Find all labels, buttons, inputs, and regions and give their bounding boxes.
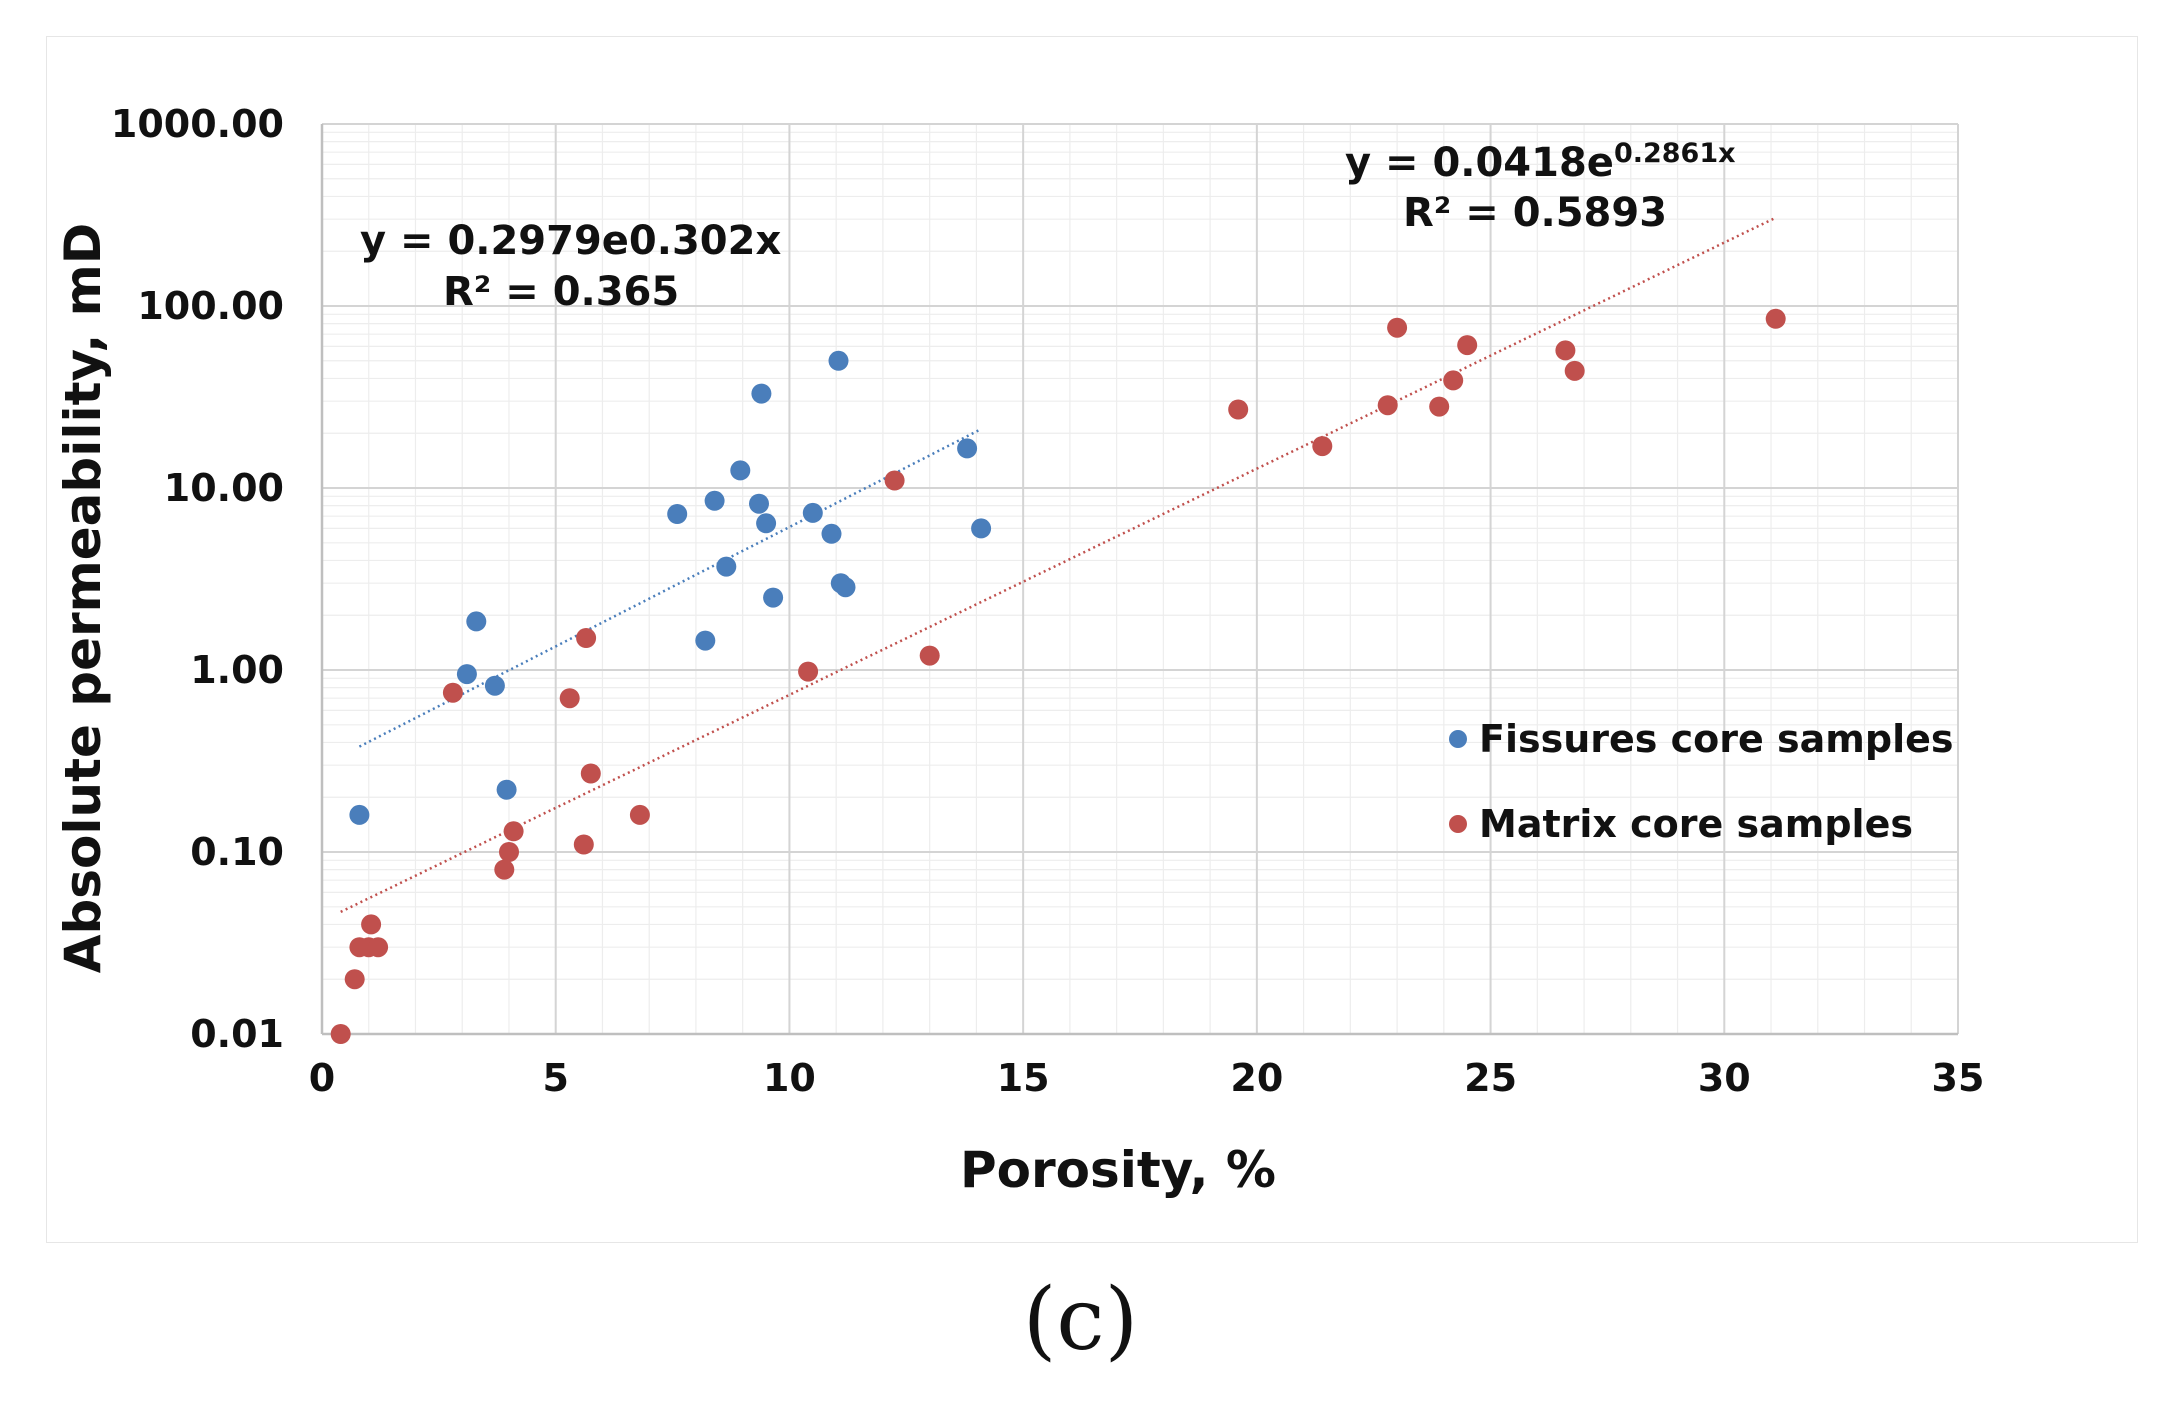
matrix-point <box>798 661 819 682</box>
matrix-trend-equation-exponent: 0.2861x <box>1614 138 1736 169</box>
fissures-point <box>667 504 688 524</box>
matrix-point <box>368 937 389 958</box>
fissures-point <box>957 438 978 459</box>
matrix-trend-equation-base: y = 0.0418e <box>1345 140 1614 186</box>
fissures-point <box>751 383 772 404</box>
legend-label-matrix: Matrix core samples <box>1479 802 1913 846</box>
fissures-point <box>730 460 751 481</box>
x-tick-label: 25 <box>1464 1056 1517 1100</box>
fissures-trend-r2: R² = 0.365 <box>443 269 679 315</box>
x-tick-label: 30 <box>1698 1056 1751 1100</box>
matrix-point <box>1564 360 1585 381</box>
x-tick-label: 10 <box>763 1056 816 1100</box>
x-tick-label: 15 <box>997 1056 1050 1100</box>
fissures-point <box>828 350 849 371</box>
fissures-point <box>821 523 842 544</box>
x-tick-label: 35 <box>1932 1056 1985 1100</box>
matrix-point <box>559 688 580 709</box>
fissures-point <box>763 587 784 608</box>
legend-marker-fissures <box>1449 730 1467 748</box>
fissures-point <box>466 611 487 632</box>
y-tick-label: 1000.00 <box>111 102 284 146</box>
matrix-point <box>580 763 601 784</box>
legend-label-fissures: Fissures core samples <box>1479 717 1953 761</box>
matrix-point <box>1457 335 1478 356</box>
matrix-point <box>629 804 650 825</box>
y-tick-label: 0.01 <box>190 1012 284 1056</box>
y-tick-label: 0.10 <box>190 830 284 874</box>
matrix-trendline <box>340 216 1777 914</box>
y-tick-label: 1.00 <box>190 648 284 692</box>
matrix-point <box>494 859 515 880</box>
matrix-point <box>1429 396 1450 417</box>
matrix-point <box>1377 395 1398 416</box>
matrix-point <box>503 821 524 842</box>
matrix-point <box>1765 308 1786 329</box>
x-tick-label: 0 <box>309 1056 335 1100</box>
matrix-trend-r2: R² = 0.5893 <box>1403 190 1667 236</box>
matrix-point <box>442 682 463 703</box>
matrix-point <box>573 834 594 855</box>
matrix-point <box>576 628 597 648</box>
fissures-point <box>349 804 370 825</box>
legend-marker-matrix <box>1449 815 1467 833</box>
y-tick-label: 10.00 <box>164 466 284 510</box>
tick-labels: 0 5 10 15 20 25 30 35 0.01 0.10 1.00 10.00 100.00 100… <box>111 102 1985 1100</box>
matrix-point <box>884 470 905 491</box>
matrix-point <box>919 645 940 666</box>
matrix-point <box>499 842 519 862</box>
fissures-point <box>749 493 769 514</box>
x-tick-label: 5 <box>542 1056 568 1100</box>
legend: Fissures core samples Matrix core sample… <box>1449 717 1953 846</box>
matrix-point <box>361 914 382 935</box>
x-tick-label: 20 <box>1230 1056 1283 1100</box>
matrix-point <box>330 1024 351 1044</box>
fissures-point <box>716 556 737 577</box>
major-gridlines <box>320 123 1959 1036</box>
minor-gridlines <box>322 124 1958 1034</box>
matrix-trend-equation: y = 0.0418e0.2861x <box>1345 138 1736 186</box>
y-tick-label: 100.00 <box>137 284 284 328</box>
fissures-trendline <box>358 427 982 748</box>
fissures-point <box>456 664 477 685</box>
matrix-point <box>1228 399 1249 420</box>
fissures-point <box>835 577 856 598</box>
fissures-point <box>704 490 725 511</box>
fissures-point <box>695 630 716 651</box>
trendlines <box>340 216 1777 914</box>
fissures-point <box>971 518 992 539</box>
y-axis-title: Absolute permeability, mD <box>54 223 112 974</box>
fissures-point <box>802 502 823 523</box>
x-axis-title: Porosity, % <box>960 1141 1276 1199</box>
matrix-point <box>344 969 365 990</box>
fissures-point <box>484 675 505 696</box>
fissures-point <box>756 513 777 534</box>
fissures-point <box>496 779 517 800</box>
figure-caption: (c) <box>1022 1270 1139 1370</box>
matrix-point <box>1443 370 1464 391</box>
fissures-trend-equation: y = 0.2979e0.302x <box>360 218 781 264</box>
matrix-point <box>1312 436 1333 457</box>
matrix-point <box>1555 340 1576 361</box>
matrix-point <box>1387 317 1408 338</box>
data-points <box>330 308 1786 1044</box>
chart-frame <box>46 36 2138 1243</box>
